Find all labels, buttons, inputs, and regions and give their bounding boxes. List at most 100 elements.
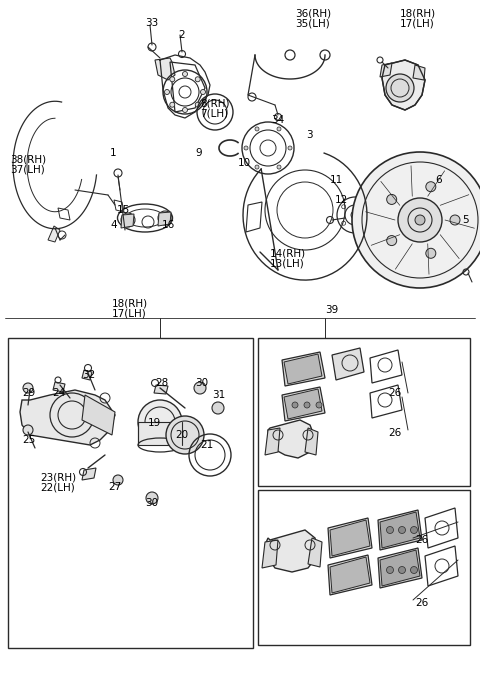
Text: 32: 32 [82, 370, 95, 380]
Polygon shape [332, 348, 364, 380]
Text: 17(LH): 17(LH) [400, 18, 435, 28]
Text: 15: 15 [117, 205, 130, 215]
Circle shape [255, 127, 259, 131]
Text: 30: 30 [145, 498, 158, 508]
Polygon shape [154, 385, 168, 394]
Circle shape [304, 402, 310, 408]
Circle shape [121, 213, 135, 227]
Circle shape [398, 198, 442, 242]
Circle shape [201, 90, 205, 94]
Polygon shape [82, 395, 115, 435]
Text: 26: 26 [415, 598, 428, 608]
Circle shape [212, 402, 224, 414]
Text: 24: 24 [52, 388, 65, 398]
Text: 30: 30 [195, 378, 208, 388]
Polygon shape [413, 65, 425, 80]
Circle shape [398, 567, 406, 573]
Circle shape [113, 475, 123, 485]
Text: 21: 21 [200, 440, 213, 450]
Polygon shape [328, 555, 372, 595]
Circle shape [23, 425, 33, 435]
Text: 33: 33 [145, 18, 158, 28]
Circle shape [426, 182, 436, 192]
Polygon shape [382, 60, 425, 110]
Polygon shape [284, 389, 322, 419]
Text: 1: 1 [110, 148, 117, 158]
Text: 26: 26 [415, 535, 428, 545]
Text: 17(LH): 17(LH) [112, 308, 147, 318]
Text: 34: 34 [271, 115, 284, 125]
Polygon shape [265, 428, 280, 455]
Text: 36(RH): 36(RH) [295, 8, 331, 18]
Circle shape [170, 102, 175, 107]
Polygon shape [330, 520, 370, 556]
Circle shape [410, 526, 418, 534]
Text: 37(LH): 37(LH) [10, 165, 45, 175]
Circle shape [387, 194, 396, 205]
Circle shape [23, 383, 33, 393]
Text: 29: 29 [22, 388, 35, 398]
Text: 26: 26 [388, 388, 401, 398]
Circle shape [194, 382, 206, 394]
Polygon shape [155, 58, 175, 80]
Text: 22(LH): 22(LH) [40, 482, 75, 492]
Text: 6: 6 [435, 175, 442, 185]
Bar [258, 490, 470, 645]
Circle shape [277, 127, 281, 131]
Circle shape [352, 152, 480, 288]
Circle shape [138, 400, 182, 444]
Circle shape [277, 165, 281, 169]
Circle shape [195, 102, 200, 107]
Text: 18(RH): 18(RH) [112, 298, 148, 308]
Polygon shape [308, 538, 322, 567]
Text: 3: 3 [306, 130, 312, 140]
Polygon shape [330, 557, 370, 593]
Circle shape [415, 215, 425, 225]
Polygon shape [262, 540, 278, 568]
Text: 31: 31 [212, 390, 225, 400]
Polygon shape [380, 512, 420, 548]
Circle shape [386, 74, 414, 102]
Circle shape [255, 165, 259, 169]
Circle shape [387, 236, 396, 246]
Polygon shape [268, 420, 315, 458]
Circle shape [244, 146, 248, 150]
Text: 27: 27 [108, 482, 121, 492]
Polygon shape [284, 354, 322, 384]
Polygon shape [282, 352, 325, 386]
Polygon shape [265, 530, 318, 572]
Circle shape [410, 567, 418, 573]
Polygon shape [48, 226, 60, 242]
Circle shape [182, 71, 188, 77]
Text: 14(RH): 14(RH) [270, 248, 306, 258]
Circle shape [398, 526, 406, 534]
Polygon shape [328, 518, 372, 558]
Text: 4: 4 [110, 220, 117, 230]
Polygon shape [378, 548, 422, 588]
Polygon shape [380, 550, 420, 586]
Text: 25: 25 [22, 435, 35, 445]
Polygon shape [82, 370, 92, 380]
Text: 28: 28 [155, 378, 168, 388]
Polygon shape [121, 214, 134, 228]
Polygon shape [380, 63, 392, 77]
Text: 39: 39 [325, 305, 338, 315]
Bar [8, 338, 253, 648]
Text: 7(LH): 7(LH) [200, 108, 228, 118]
Polygon shape [282, 387, 325, 421]
Circle shape [165, 90, 169, 94]
Polygon shape [82, 468, 96, 480]
Ellipse shape [166, 416, 204, 454]
Circle shape [170, 77, 175, 82]
Polygon shape [378, 510, 422, 550]
Text: 9: 9 [195, 148, 202, 158]
Circle shape [386, 526, 394, 534]
Text: 5: 5 [462, 215, 468, 225]
Polygon shape [20, 390, 115, 445]
Text: 16: 16 [162, 220, 175, 230]
Circle shape [288, 146, 292, 150]
Text: 19: 19 [148, 418, 161, 428]
Text: 26: 26 [388, 428, 401, 438]
Circle shape [450, 215, 460, 225]
Circle shape [316, 402, 322, 408]
